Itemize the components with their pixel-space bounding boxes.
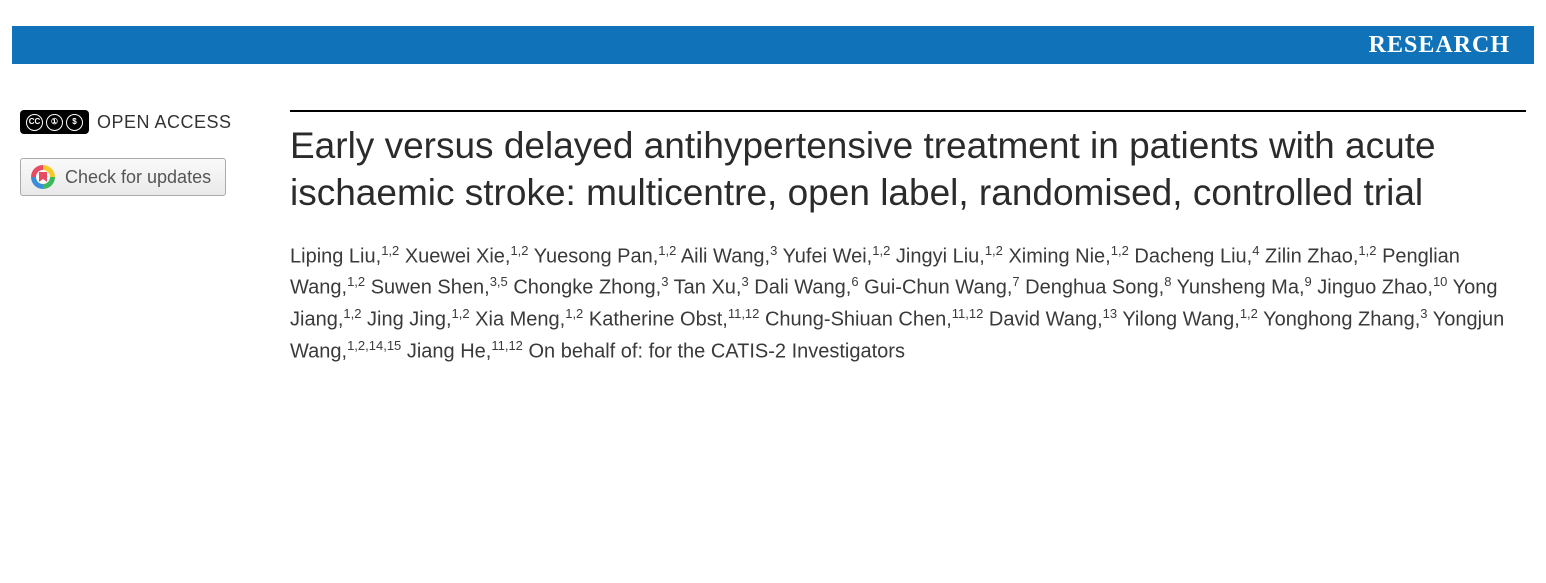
author-affil: 1,2 [872, 243, 890, 258]
author-affil: 1,2 [347, 274, 365, 289]
article-title: Early versus delayed antihypertensive tr… [290, 122, 1526, 217]
cc-nc-glyph: $ [66, 114, 83, 131]
author-name: Katherine Obst, [589, 309, 728, 331]
author-name: Jiang He, [407, 340, 492, 362]
author-name: Yilong Wang, [1122, 309, 1239, 331]
author-affil: 11,12 [491, 338, 523, 353]
cc-by-glyph: ① [46, 114, 63, 131]
check-updates-button[interactable]: Check for updates [20, 158, 226, 196]
crossmark-icon [31, 165, 55, 189]
author-affil: 1,2 [452, 306, 470, 321]
author-name: Yunsheng Ma, [1177, 277, 1305, 299]
author-affil: 11,12 [952, 306, 984, 321]
author-affil: 3 [770, 243, 777, 258]
author-affil: 1,2 [510, 243, 528, 258]
article-header: Early versus delayed antihypertensive tr… [290, 110, 1526, 367]
author-affil: 1,2 [381, 243, 399, 258]
sidebar: CC ① $ OPEN ACCESS Check for updates [20, 110, 290, 367]
author-affil: 4 [1252, 243, 1259, 258]
author-affil: 10 [1433, 274, 1447, 289]
section-banner-label: RESEARCH [1369, 32, 1510, 59]
open-access-label: OPEN ACCESS [97, 112, 232, 133]
author-affil: 3 [1420, 306, 1427, 321]
author-name: Yuesong Pan, [534, 245, 659, 267]
author-name: David Wang, [989, 309, 1103, 331]
author-list: Liping Liu,1,2 Xuewei Xie,1,2 Yuesong Pa… [290, 241, 1526, 368]
author-name: Yonghong Zhang, [1263, 309, 1420, 331]
author-name: Yufei Wei, [783, 245, 873, 267]
author-name: Liping Liu, [290, 245, 381, 267]
author-name: Chung-Shiuan Chen, [765, 309, 952, 331]
check-updates-label: Check for updates [65, 167, 211, 188]
author-name: Aili Wang, [681, 245, 770, 267]
open-access-row: CC ① $ OPEN ACCESS [20, 110, 270, 134]
author-affil: 6 [851, 274, 858, 289]
author-affil: 7 [1012, 274, 1019, 289]
author-affil: 8 [1164, 274, 1171, 289]
author-affil: 11,12 [728, 306, 760, 321]
author-affil: 1,2 [1240, 306, 1258, 321]
author-name: Tan Xu, [674, 277, 742, 299]
author-name: Zilin Zhao, [1265, 245, 1358, 267]
section-banner: RESEARCH [12, 26, 1534, 64]
author-affil: 3 [741, 274, 748, 289]
author-affil: 3,5 [490, 274, 508, 289]
author-name: Xuewei Xie, [405, 245, 511, 267]
author-affil: 9 [1305, 274, 1312, 289]
author-affil: 1,2 [658, 243, 676, 258]
author-affil: 1,2,14,15 [347, 338, 401, 353]
author-affil: 1,2 [985, 243, 1003, 258]
author-affil: 1,2 [343, 306, 361, 321]
author-name: Dali Wang, [754, 277, 851, 299]
author-affil: 13 [1103, 306, 1117, 321]
author-name: Denghua Song, [1025, 277, 1164, 299]
author-group-statement: On behalf of: for the CATIS-2 Investigat… [528, 340, 904, 362]
author-name: Suwen Shen, [371, 277, 490, 299]
author-name: Jinguo Zhao, [1317, 277, 1433, 299]
author-affil: 1,2 [1358, 243, 1376, 258]
author-name: Jing Jing, [367, 309, 452, 331]
cc-glyph: CC [26, 114, 43, 131]
cc-license-icon: CC ① $ [20, 110, 89, 134]
author-name: Chongke Zhong, [513, 277, 661, 299]
author-affil: 3 [661, 274, 668, 289]
author-name: Dacheng Liu, [1134, 245, 1252, 267]
author-name: Jingyi Liu, [896, 245, 985, 267]
author-name: Xia Meng, [475, 309, 565, 331]
author-affil: 1,2 [1111, 243, 1129, 258]
author-name: Ximing Nie, [1008, 245, 1110, 267]
author-name: Gui-Chun Wang, [864, 277, 1012, 299]
main-content: CC ① $ OPEN ACCESS Check for updates Ear… [20, 110, 1526, 367]
author-affil: 1,2 [565, 306, 583, 321]
